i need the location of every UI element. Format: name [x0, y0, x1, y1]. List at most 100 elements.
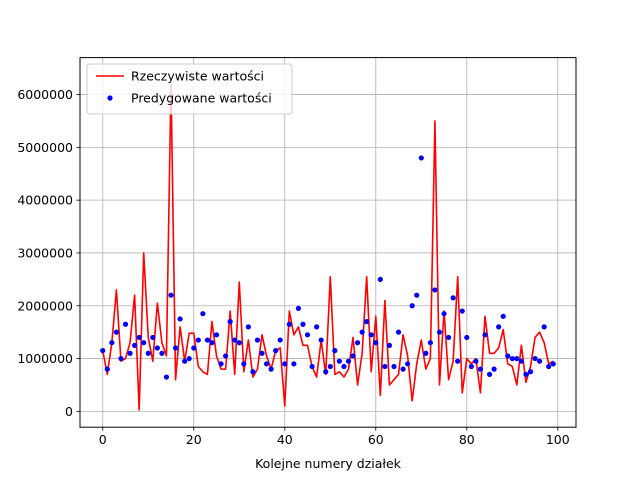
predicted-point: [341, 363, 347, 370]
predicted-point: [323, 369, 329, 375]
y-tick-label: 2000000: [17, 298, 73, 313]
predicted-point: [423, 350, 429, 356]
predicted-point: [532, 355, 538, 362]
predicted-point: [409, 303, 415, 309]
predicted-point: [350, 353, 356, 359]
predicted-point: [109, 340, 115, 346]
predicted-point: [241, 361, 247, 367]
x-tick-label: 100: [546, 432, 570, 447]
predicted-point: [227, 319, 233, 325]
predicted-point: [459, 308, 465, 314]
predicted-point: [259, 350, 265, 356]
predicted-point: [314, 324, 320, 330]
predicted-point: [163, 374, 170, 380]
predicted-point: [250, 369, 256, 375]
predicted-point: [295, 305, 302, 311]
x-tick-label: 60: [368, 432, 384, 447]
predicted-point: [464, 334, 470, 341]
predicted-point: [477, 366, 484, 372]
predicted-point: [132, 342, 138, 348]
predicted-point: [432, 287, 438, 293]
predicted-point: [345, 358, 352, 364]
y-tick-label: 3000000: [17, 245, 73, 260]
predicted-point: [400, 366, 406, 372]
predicted-point: [263, 361, 270, 367]
predicted-point: [514, 355, 520, 362]
predicted-point: [191, 345, 197, 351]
x-tick-label: 20: [186, 432, 202, 447]
grid-layer: [80, 57, 576, 428]
legend-marker-swatch: [107, 95, 113, 101]
predicted-point: [491, 366, 497, 372]
predicted-point: [523, 371, 529, 377]
predicted-point: [195, 337, 201, 343]
plot-layer: [100, 83, 556, 411]
predicted-point: [177, 316, 183, 322]
predicted-point: [541, 324, 547, 330]
legend-label-predicted: Predygowane wartości: [131, 91, 272, 106]
series-line-actual: [101, 83, 554, 411]
y-tick-label: 1000000: [17, 351, 73, 366]
predicted-point: [500, 313, 506, 319]
predicted-point: [509, 355, 515, 362]
predicted-point: [118, 355, 124, 362]
predicted-point: [527, 369, 534, 375]
predicted-point: [518, 358, 524, 364]
predicted-point: [482, 332, 488, 338]
x-tick-label: 80: [459, 432, 475, 447]
predicted-point: [546, 363, 552, 370]
predicted-point: [377, 276, 383, 282]
legend-label-actual: Rzeczywiste wartości: [131, 69, 264, 84]
x-axis-label: Kolejne numery działek: [255, 456, 402, 471]
predicted-point: [309, 363, 315, 370]
predicted-point: [505, 353, 511, 359]
predicted-point: [218, 361, 224, 367]
predicted-point: [414, 292, 420, 298]
predicted-point: [550, 361, 556, 367]
predicted-point: [354, 340, 361, 346]
predicted-point: [364, 319, 370, 325]
predicted-point: [382, 363, 388, 370]
predicted-point: [405, 361, 411, 367]
predicted-point: [236, 340, 242, 346]
predicted-point: [468, 363, 474, 370]
predicted-point: [172, 345, 179, 351]
predicted-point: [445, 334, 452, 341]
predicted-point: [154, 345, 160, 351]
predicted-point: [336, 358, 342, 364]
predicted-point: [104, 366, 110, 372]
predicted-point: [204, 337, 211, 343]
predicted-point: [359, 329, 365, 335]
plot-frame: [79, 57, 577, 428]
x-tick-label: 0: [99, 432, 107, 447]
predicted-point: [277, 337, 283, 343]
y-tick-label: 5000000: [17, 140, 73, 155]
predicted-point: [141, 340, 147, 346]
predicted-point: [168, 292, 174, 298]
predicted-point: [268, 366, 274, 372]
predicted-point: [136, 334, 142, 341]
predicted-point: [300, 321, 306, 327]
predicted-point: [418, 155, 424, 161]
predicted-point: [182, 358, 188, 364]
predicted-point: [209, 340, 215, 346]
predicted-point: [427, 340, 433, 346]
predicted-point: [332, 348, 338, 354]
predicted-point: [391, 363, 397, 370]
y-tick-label: 4000000: [17, 193, 73, 208]
predicted-point: [486, 371, 493, 377]
predicted-point: [318, 337, 324, 343]
predicted-point: [368, 332, 374, 338]
predicted-point: [232, 337, 238, 343]
y-tick-label: 6000000: [17, 87, 73, 102]
predicted-point: [100, 348, 106, 354]
predicted-point: [245, 324, 251, 330]
y-tick-label: 0: [65, 404, 73, 419]
legend: Rzeczywiste wartości Predygowane wartośc…: [86, 63, 293, 115]
predicted-point: [455, 358, 461, 364]
predicted-point: [473, 358, 479, 364]
predicted-point: [327, 363, 333, 370]
predicted-point: [395, 329, 402, 335]
predicted-point: [273, 348, 279, 354]
predicted-point: [286, 321, 292, 327]
